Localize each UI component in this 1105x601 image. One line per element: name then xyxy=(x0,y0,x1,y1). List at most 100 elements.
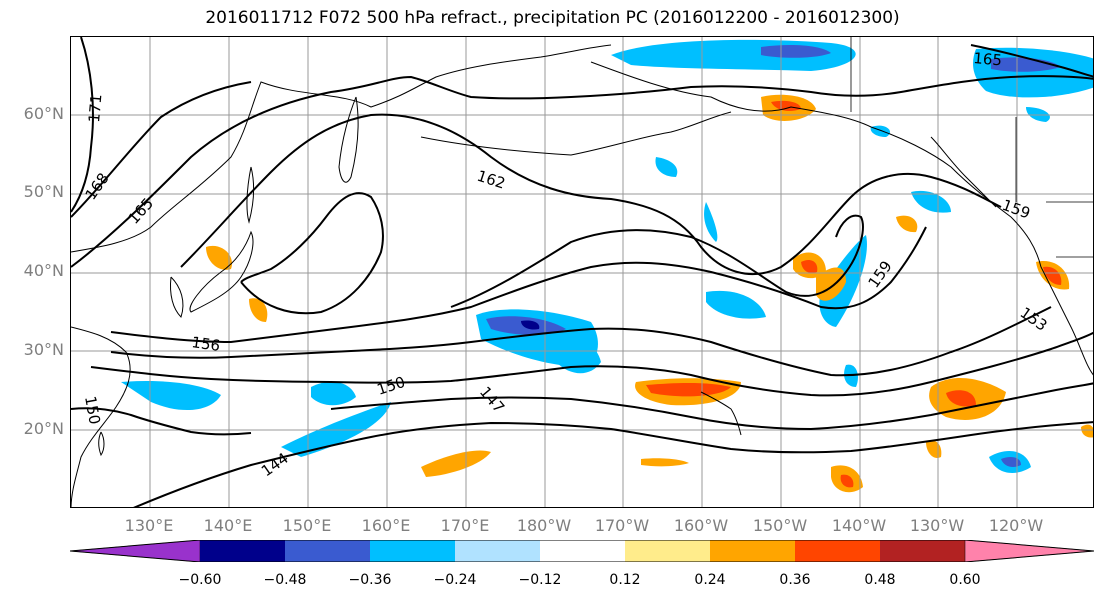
precip-pos-10 xyxy=(249,298,268,322)
coastlines xyxy=(71,44,1093,507)
precip-pos-14 xyxy=(1081,424,1093,438)
lon-label-160e: 160°E xyxy=(361,516,411,535)
colorbar-tick-6: 0.12 xyxy=(609,572,641,588)
lon-label-170w: 170°W xyxy=(594,516,650,535)
colorbar-tick-8: 0.36 xyxy=(779,572,811,588)
map-panel: 171 168 165 162 159 159 156 153 150 150 … xyxy=(70,36,1094,508)
precip-pos-1-core xyxy=(646,382,731,397)
coast-asia-mainland xyxy=(71,44,612,253)
coast-aleutians xyxy=(420,111,732,156)
contour-144 xyxy=(133,421,1093,507)
lat-label-40: 40°N xyxy=(23,261,64,280)
precip-pos-9 xyxy=(206,245,232,270)
contour-label-171: 171 xyxy=(85,93,105,123)
coast-sakhalin xyxy=(246,166,255,224)
lat-label-60: 60°N xyxy=(23,104,64,123)
lon-label-140e: 140°E xyxy=(203,516,253,535)
colorbar-seg-0 xyxy=(70,540,201,562)
contour-159-a xyxy=(240,192,384,315)
coast-taiwan xyxy=(98,431,105,457)
coast-korea xyxy=(170,276,184,318)
lon-label-130w: 130°W xyxy=(909,516,965,535)
colorbar-tick-2: −0.48 xyxy=(263,572,307,588)
contour-156 xyxy=(110,226,927,344)
lat-label-50: 50°N xyxy=(23,182,64,201)
lon-label-180w: 180°W xyxy=(516,516,572,535)
coast-bc xyxy=(930,136,997,208)
coast-alaska xyxy=(590,61,1093,376)
colorbar-tick-1: −0.60 xyxy=(178,572,222,588)
lon-label-150e: 150°E xyxy=(282,516,332,535)
precip-pos-11 xyxy=(926,440,942,458)
contour-label-156: 156 xyxy=(190,333,221,355)
precip-pos-8 xyxy=(421,450,491,477)
precip-ep-3 xyxy=(704,202,718,242)
graticule xyxy=(71,37,1093,507)
colorbar-seg-3 xyxy=(370,540,455,562)
coast-hawaii xyxy=(700,391,742,436)
contour-150-a xyxy=(90,331,1093,397)
precip-ep-1 xyxy=(706,290,766,319)
colorbar-tick-9: 0.48 xyxy=(864,572,896,588)
contour-153 xyxy=(110,306,1052,377)
colorbar-tick-10: 0.60 xyxy=(949,572,981,588)
contour-label-147: 147 xyxy=(476,383,508,417)
lat-label-20: 20°N xyxy=(23,419,64,438)
contour-ne-165 xyxy=(970,44,1093,78)
contour-label-165: 165 xyxy=(125,194,158,227)
colorbar-seg-9 xyxy=(880,540,965,562)
precip-ep-4 xyxy=(655,157,678,177)
contour-171 xyxy=(71,37,94,213)
colorbar-tick-4: −0.24 xyxy=(433,572,477,588)
lon-label-160w: 160°W xyxy=(673,516,729,535)
coast-japan xyxy=(189,230,254,313)
contour-label-162: 162 xyxy=(475,167,508,193)
precip-pos-2-core xyxy=(946,390,976,407)
precip-ep-6-core xyxy=(1001,457,1021,467)
colorbar-seg-5 xyxy=(540,540,625,562)
precip-top-core xyxy=(761,45,831,58)
contour-159-b xyxy=(450,214,864,308)
colorbar-tick-5: −0.12 xyxy=(518,572,562,588)
coast-kamchatka xyxy=(338,96,359,183)
colorbar-seg-2 xyxy=(285,540,370,562)
precip-pos-6-core xyxy=(771,100,801,111)
precip-pos-13 xyxy=(896,215,918,233)
precip-dl-blue xyxy=(551,335,601,374)
chart-title: 2016011712 F072 500 hPa refract., precip… xyxy=(205,8,900,28)
contour-label-144: 144 xyxy=(258,449,292,480)
colorbar-seg-10 xyxy=(964,540,1094,562)
contour-label-150-mid: 150 xyxy=(375,373,408,399)
contour-162 xyxy=(180,113,1002,276)
contour-150-b xyxy=(71,407,252,436)
contour-label-153: 153 xyxy=(1017,304,1051,335)
lat-label-30: 30°N xyxy=(23,340,64,359)
colorbar-tick-7: 0.24 xyxy=(694,572,726,588)
contour-label-150-west: 150 xyxy=(81,395,104,426)
map-canvas: 171 168 165 162 159 159 156 153 150 150 … xyxy=(71,37,1093,507)
lon-label-140w: 140°W xyxy=(831,516,887,535)
colorbar-seg-4 xyxy=(455,540,540,562)
lon-label-170e: 170°E xyxy=(440,516,490,535)
contour-label-159-east: 159 xyxy=(1000,196,1033,223)
lon-label-130e: 130°E xyxy=(124,516,174,535)
lon-label-120w: 120°W xyxy=(988,516,1044,535)
contour-165 xyxy=(71,75,1093,268)
contour-label-159-mid: 159 xyxy=(865,258,896,292)
political-borders xyxy=(850,37,1093,258)
precip-ne-core xyxy=(991,57,1061,72)
lon-label-150w: 150°W xyxy=(752,516,808,535)
coast-china-east xyxy=(71,326,131,507)
precip-ep-7 xyxy=(911,190,951,213)
colorbar xyxy=(70,540,1094,562)
colorbar-seg-7 xyxy=(710,540,795,562)
contour-label-165-ne: 165 xyxy=(973,49,1003,69)
precip-pos-12 xyxy=(641,458,689,467)
precip-pos-4-core xyxy=(801,260,818,273)
precip-shading xyxy=(121,39,1093,493)
colorbar-tick-3: −0.36 xyxy=(348,572,392,588)
precip-wpac-1 xyxy=(121,381,221,411)
colorbar-seg-1 xyxy=(200,540,285,562)
colorbar-seg-6 xyxy=(625,540,710,562)
precip-pos-7-core xyxy=(1043,266,1062,285)
